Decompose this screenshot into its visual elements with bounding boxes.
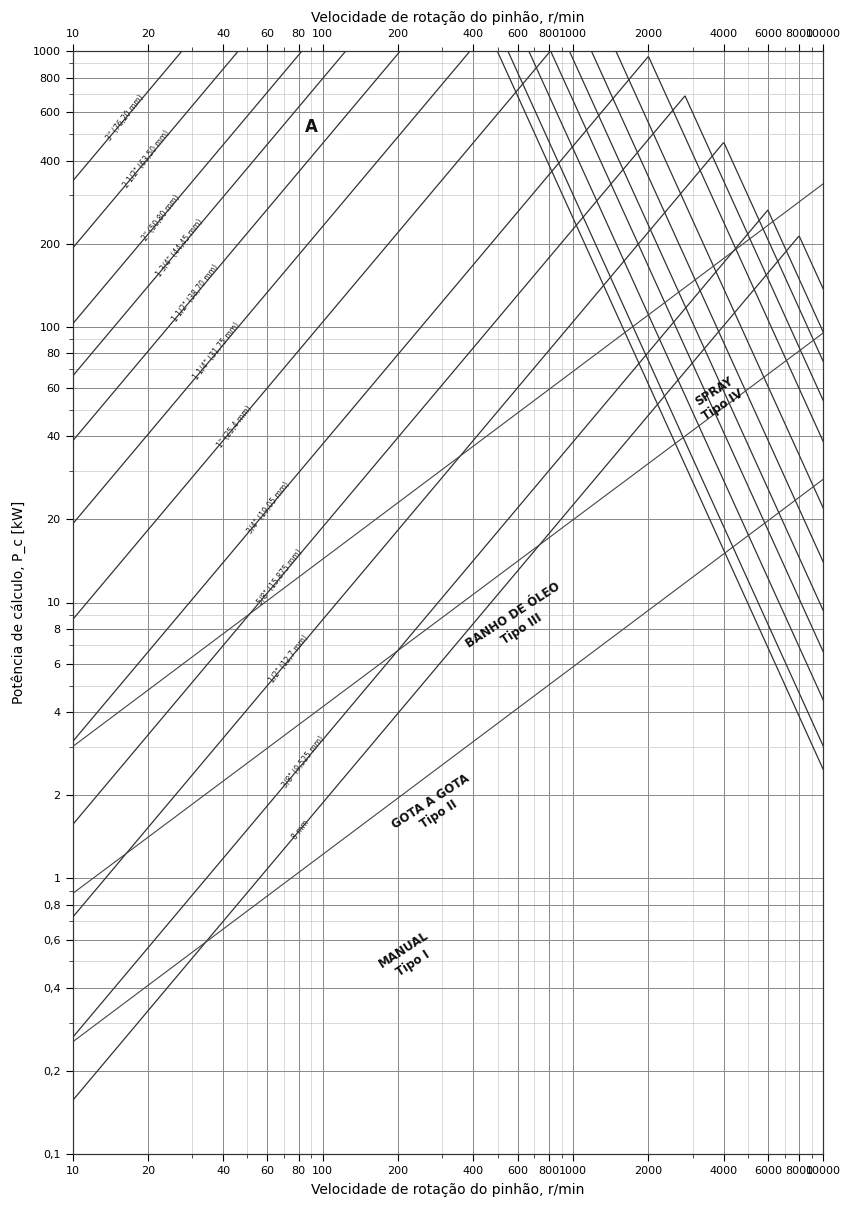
Text: 1 3/4" (44,45 mm): 1 3/4" (44,45 mm) [154,217,204,279]
Text: 5/8" (15,875 mm): 5/8" (15,875 mm) [256,547,304,606]
Text: 1/2" (12,7 mm): 1/2" (12,7 mm) [268,633,310,685]
Text: 3" (76,20 mm): 3" (76,20 mm) [105,93,146,143]
X-axis label: Velocidade de rotação do pinhão, r/min: Velocidade de rotação do pinhão, r/min [311,11,584,25]
Text: SPRAY
Tipo IV: SPRAY Tipo IV [691,373,746,423]
Text: 1 1/4" (31,75 mm): 1 1/4" (31,75 mm) [192,321,242,382]
Text: 3/8" (9,525 mm): 3/8" (9,525 mm) [280,734,326,790]
Text: 2 1/2" (63,50 mm): 2 1/2" (63,50 mm) [122,128,172,190]
Text: BANHO DE ÓLEO
Tipo III: BANHO DE ÓLEO Tipo III [463,580,572,664]
X-axis label: Velocidade de rotação do pinhão, r/min: Velocidade de rotação do pinhão, r/min [311,1183,584,1197]
Text: GOTA A GOTA
Tipo II: GOTA A GOTA Tipo II [389,772,481,844]
Text: 3/4" (19,05 mm): 3/4" (19,05 mm) [245,481,291,536]
Y-axis label: Potência de cálculo, P_c [kW]: Potência de cálculo, P_c [kW] [11,501,26,704]
Text: 1" (25,4 mm): 1" (25,4 mm) [216,405,253,449]
Text: MANUAL
Tipo I: MANUAL Tipo I [377,929,440,985]
Text: A: A [305,118,318,137]
Text: 8 mm: 8 mm [291,818,311,841]
Text: 2" (50,80 mm): 2" (50,80 mm) [141,193,182,243]
Text: 1 1/2" (38,70 mm): 1 1/2" (38,70 mm) [171,263,221,324]
